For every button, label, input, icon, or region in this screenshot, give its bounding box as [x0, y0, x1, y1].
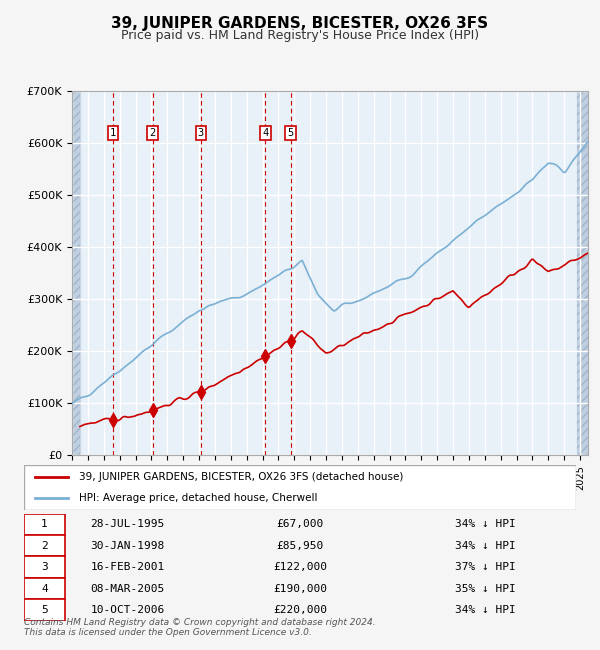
- Text: 5: 5: [287, 127, 294, 138]
- Text: 34% ↓ HPI: 34% ↓ HPI: [455, 605, 515, 615]
- FancyBboxPatch shape: [24, 578, 65, 599]
- Text: 3: 3: [198, 127, 204, 138]
- Text: 28-JUL-1995: 28-JUL-1995: [90, 519, 164, 529]
- FancyBboxPatch shape: [24, 514, 65, 535]
- Text: 4: 4: [41, 584, 48, 593]
- Text: 10-OCT-2006: 10-OCT-2006: [90, 605, 164, 615]
- Text: 34% ↓ HPI: 34% ↓ HPI: [455, 519, 515, 529]
- Text: £122,000: £122,000: [273, 562, 327, 572]
- FancyBboxPatch shape: [24, 556, 65, 578]
- Text: 4: 4: [262, 127, 269, 138]
- Text: HPI: Average price, detached house, Cherwell: HPI: Average price, detached house, Cher…: [79, 493, 318, 502]
- Text: 2: 2: [149, 127, 156, 138]
- Bar: [577, 91, 588, 455]
- Bar: [72, 91, 80, 455]
- Text: 5: 5: [41, 605, 48, 615]
- Text: 16-FEB-2001: 16-FEB-2001: [90, 562, 164, 572]
- Text: 35% ↓ HPI: 35% ↓ HPI: [455, 584, 515, 593]
- Text: £190,000: £190,000: [273, 584, 327, 593]
- Text: 39, JUNIPER GARDENS, BICESTER, OX26 3FS (detached house): 39, JUNIPER GARDENS, BICESTER, OX26 3FS …: [79, 473, 404, 482]
- Text: 1: 1: [110, 127, 116, 138]
- Text: £220,000: £220,000: [273, 605, 327, 615]
- FancyBboxPatch shape: [24, 599, 65, 621]
- Text: 08-MAR-2005: 08-MAR-2005: [90, 584, 164, 593]
- Text: 2: 2: [41, 541, 48, 551]
- Bar: [72, 91, 80, 455]
- Text: 34% ↓ HPI: 34% ↓ HPI: [455, 541, 515, 551]
- Text: £85,950: £85,950: [277, 541, 323, 551]
- Text: 3: 3: [41, 562, 48, 572]
- Text: 37% ↓ HPI: 37% ↓ HPI: [455, 562, 515, 572]
- Text: 1: 1: [41, 519, 48, 529]
- Bar: [577, 91, 588, 455]
- Text: £67,000: £67,000: [277, 519, 323, 529]
- Text: Price paid vs. HM Land Registry's House Price Index (HPI): Price paid vs. HM Land Registry's House …: [121, 29, 479, 42]
- FancyBboxPatch shape: [24, 535, 65, 556]
- Text: 39, JUNIPER GARDENS, BICESTER, OX26 3FS: 39, JUNIPER GARDENS, BICESTER, OX26 3FS: [112, 16, 488, 31]
- Text: 30-JAN-1998: 30-JAN-1998: [90, 541, 164, 551]
- FancyBboxPatch shape: [24, 465, 576, 510]
- Text: Contains HM Land Registry data © Crown copyright and database right 2024.
This d: Contains HM Land Registry data © Crown c…: [24, 618, 376, 637]
